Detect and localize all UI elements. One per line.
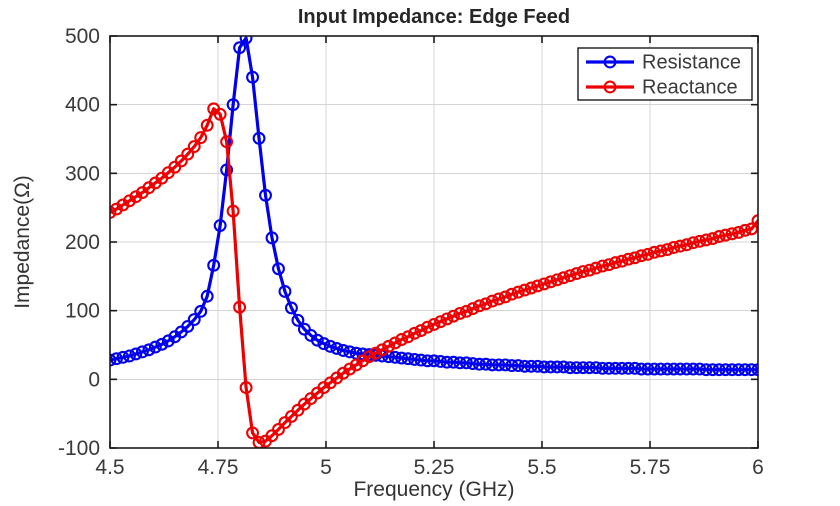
legend[interactable]: Resistance Reactance — [577, 47, 753, 101]
y-tick-label: 300 — [65, 162, 100, 185]
legend-label: Reactance — [642, 76, 738, 98]
x-tick-label: 5.5 — [527, 456, 556, 479]
y-tick-label: 100 — [65, 300, 100, 323]
x-tick-label: 4.75 — [198, 456, 239, 479]
x-tick-label: 5.75 — [630, 456, 671, 479]
y-tick-label: -100 — [58, 437, 100, 460]
legend-item-resistance[interactable]: Resistance — [586, 51, 741, 73]
legend-label: Resistance — [642, 51, 741, 73]
tick-labels: 4.5 4.75 5 5.25 5.5 5.75 6 -100 0 100 200 300 400 500 — [58, 25, 764, 479]
axes-border — [109, 35, 759, 449]
x-tick-label: 5 — [320, 456, 332, 479]
x-tick-label: 5.25 — [414, 456, 455, 479]
x-tick-label: 4.5 — [95, 456, 124, 479]
series-reactance — [110, 102, 758, 448]
y-tick-label: 0 — [88, 368, 100, 391]
x-tick-label: 6 — [752, 456, 764, 479]
legend-item-reactance[interactable]: Reactance — [586, 76, 738, 98]
y-tick-label: 200 — [65, 231, 100, 254]
y-axis-title: Impedance(Ω) — [11, 175, 34, 309]
y-tick-label: 500 — [65, 25, 100, 48]
x-axis-title: Frequency (GHz) — [353, 478, 514, 501]
page-title: Input Impedance: Edge Feed — [298, 6, 570, 28]
y-tick-label: 400 — [65, 94, 100, 117]
